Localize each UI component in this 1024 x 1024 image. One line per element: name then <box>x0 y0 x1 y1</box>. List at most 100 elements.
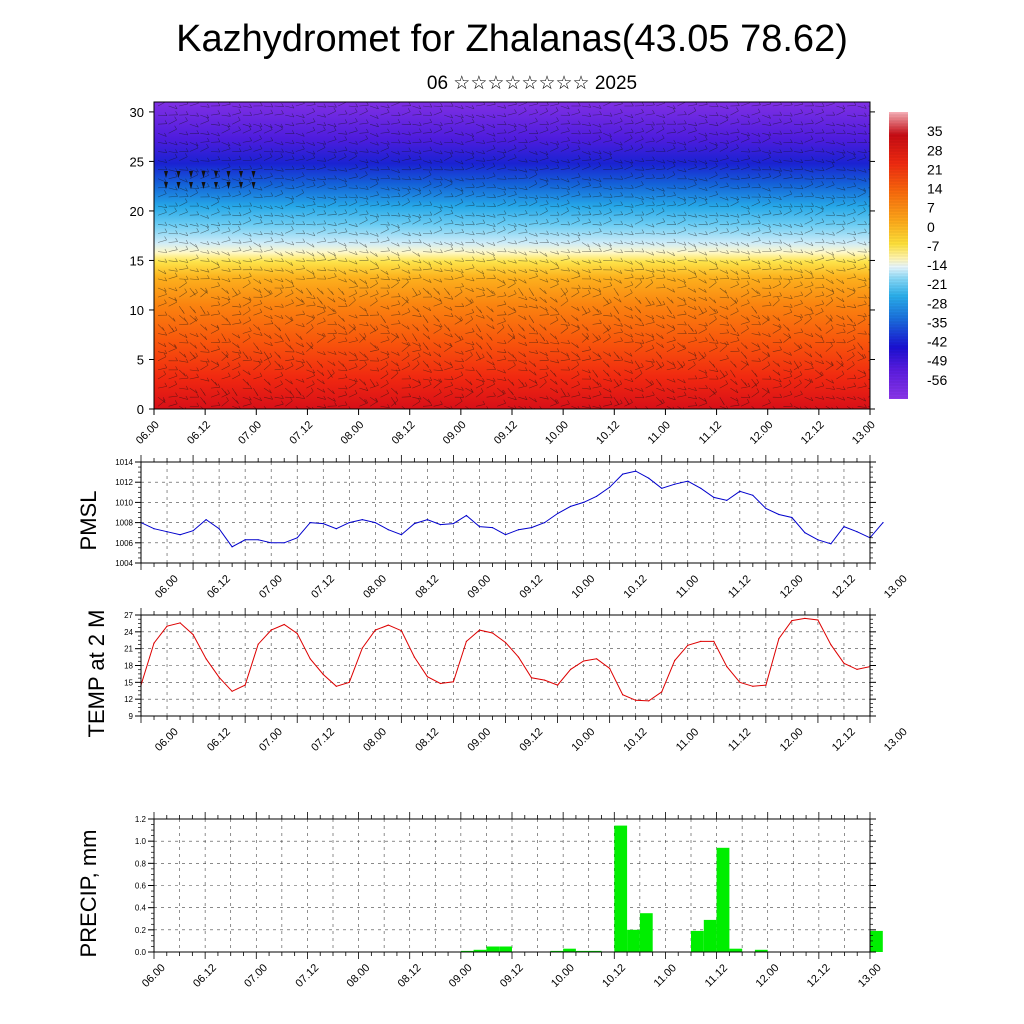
data-point <box>517 529 520 531</box>
precip-bar <box>754 949 768 952</box>
data-point <box>674 483 676 485</box>
data-point <box>452 523 454 525</box>
section-x-tick-label: 08.00 <box>338 419 366 447</box>
precip-chart: 0.0 0.2 0.4 0.6 0.8 1.0 1.2 06.00 06.12 07.00 07.1… <box>76 812 884 990</box>
section-x-tick-label: 11.12 <box>697 419 724 446</box>
data-point <box>257 643 259 645</box>
section-x-tick-label: 07.00 <box>236 419 264 447</box>
section-x-tick-label: 06.12 <box>185 419 213 447</box>
strong-wind-arrows <box>164 171 256 189</box>
x-tick-label: 12.12 <box>830 573 858 601</box>
colorbar-label: 28 <box>927 142 943 158</box>
pmsl-series-line <box>140 470 884 548</box>
data-point <box>830 543 832 545</box>
x-tick-label: 10.00 <box>549 962 577 990</box>
x-tick-label: 13.00 <box>856 962 884 990</box>
data-point <box>700 487 702 489</box>
data-point <box>570 505 572 507</box>
y-tick-label: 0.6 <box>135 882 147 891</box>
x-tick-label: 11.12 <box>726 573 753 600</box>
y-tick-label: 1004 <box>115 559 133 568</box>
x-tick-label: 08.12 <box>396 962 424 990</box>
data-point <box>257 539 259 541</box>
x-tick-label: 08.00 <box>344 962 372 990</box>
wind-barbs <box>157 102 870 409</box>
section-y-tick-label: 10 <box>130 303 144 318</box>
x-tick-label: 06.12 <box>205 573 233 601</box>
data-point <box>335 685 337 687</box>
data-point <box>348 522 350 524</box>
data-point <box>283 542 285 544</box>
x-tick-label: 12.00 <box>754 962 782 990</box>
data-point <box>504 641 507 644</box>
data-point <box>387 624 389 626</box>
temp-chart: 9 12 15 18 21 24 27 06.00 06.12 07.00 07.12 08.00 08… <box>84 608 910 754</box>
section-y-tick-label: 20 <box>130 204 144 219</box>
section-y-tick-label: 0 <box>137 402 144 417</box>
data-point <box>778 638 780 640</box>
x-tick-label: 09.12 <box>517 573 545 601</box>
x-tick-label: 11.12 <box>726 726 753 753</box>
colorbar-label: -28 <box>927 295 947 311</box>
y-tick-label: 1006 <box>115 539 133 548</box>
colorbar-label: 21 <box>927 161 943 177</box>
data-point <box>296 537 298 539</box>
data-point <box>530 527 533 529</box>
data-point <box>622 473 624 475</box>
data-point <box>387 529 389 531</box>
colorbar-label: -42 <box>927 334 947 350</box>
data-point <box>596 495 598 497</box>
data-point <box>361 647 363 649</box>
data-point <box>544 679 546 681</box>
precip-bar <box>473 949 487 952</box>
y-tick-label: 18 <box>124 662 133 671</box>
data-point <box>413 523 415 525</box>
section-x-tick-label: 13.00 <box>850 419 878 447</box>
x-tick-label: 10.12 <box>622 573 650 601</box>
precip-bar <box>575 950 589 952</box>
x-tick-label: 11.00 <box>674 726 701 753</box>
x-tick-label: 08.12 <box>413 726 441 754</box>
data-point <box>153 528 155 530</box>
x-tick-label: 10.00 <box>569 573 597 601</box>
y-tick-label: 1.0 <box>135 837 147 846</box>
data-point <box>609 667 611 669</box>
data-point <box>309 658 311 660</box>
data-point <box>361 519 363 521</box>
precip-bar <box>716 847 730 952</box>
section-y-tick-label: 25 <box>130 154 144 169</box>
data-point <box>570 668 572 671</box>
data-point <box>830 644 832 646</box>
x-tick-label: 13.00 <box>882 726 910 754</box>
data-point <box>557 684 559 686</box>
data-point <box>544 522 546 524</box>
data-point <box>296 632 298 635</box>
data-point <box>843 526 845 528</box>
data-point <box>700 640 702 643</box>
data-point <box>400 534 402 536</box>
data-point <box>739 490 741 492</box>
x-tick-label: 12.12 <box>830 726 858 754</box>
data-point <box>687 480 689 482</box>
section-x-tick-label: 09.00 <box>441 419 469 447</box>
section-x-tick-label: 07.12 <box>287 419 315 447</box>
data-point <box>661 691 663 693</box>
x-tick-label: 11.00 <box>674 573 701 600</box>
data-point <box>635 470 637 472</box>
data-point <box>218 528 220 530</box>
data-point <box>739 681 741 683</box>
data-point <box>648 700 650 702</box>
page-subtitle: 06 ☆☆☆☆☆☆☆☆ 2025 <box>426 73 638 94</box>
precip-bar <box>703 919 717 952</box>
data-point <box>843 662 845 664</box>
x-tick-label: 09.00 <box>465 726 493 754</box>
y-tick-label: 15 <box>124 678 133 687</box>
y-tick-label: 27 <box>124 611 133 620</box>
section-x-tick-label: 12.12 <box>799 419 827 447</box>
data-point <box>752 494 754 496</box>
precip-bar <box>627 929 640 952</box>
data-point <box>166 625 168 627</box>
y-tick-label: 1014 <box>115 458 133 467</box>
data-point <box>231 690 233 692</box>
